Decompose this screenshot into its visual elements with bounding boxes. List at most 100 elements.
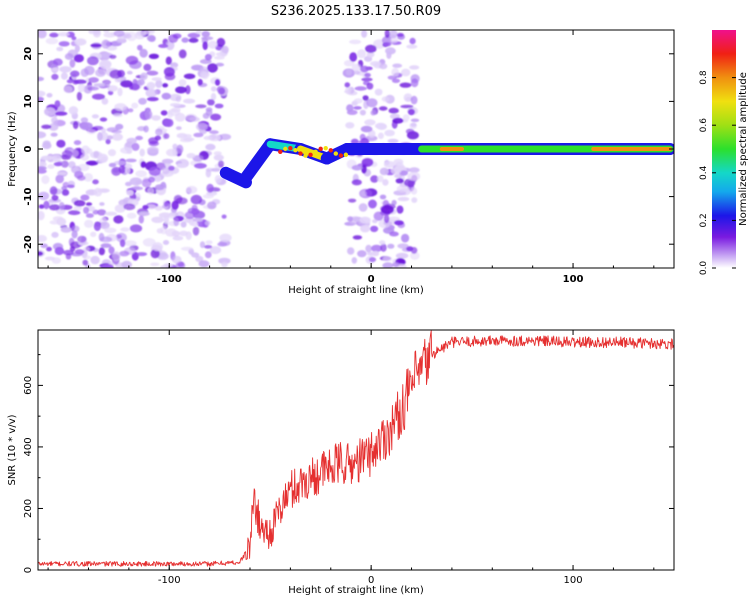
noise-blob — [125, 141, 134, 148]
noise-blob — [210, 93, 217, 101]
noise-blob — [165, 56, 172, 65]
noise-blob — [137, 79, 145, 86]
noise-blob — [92, 179, 99, 185]
noise-blob — [83, 206, 90, 214]
noise-blob — [139, 48, 148, 58]
noise-blob — [53, 162, 63, 167]
noise-blob — [74, 38, 87, 46]
noise-blob — [40, 155, 53, 161]
noise-blob — [344, 82, 351, 88]
noise-blob — [109, 69, 122, 79]
noise-blob — [396, 185, 410, 193]
noise-blob — [383, 214, 390, 224]
noise-blob — [345, 68, 352, 76]
noise-blob — [169, 93, 182, 102]
noise-blob — [126, 70, 133, 75]
ridge-peak — [323, 145, 328, 151]
noise-blob — [113, 113, 123, 118]
noise-blob — [126, 212, 137, 219]
noise-blob — [213, 151, 222, 156]
noise-blob — [138, 97, 147, 105]
noise-blob — [129, 177, 143, 186]
noise-blob — [395, 178, 404, 184]
noise-blob — [140, 161, 147, 168]
noise-blob — [371, 244, 383, 253]
ridge-peak — [283, 146, 288, 152]
noise-blob — [388, 107, 399, 114]
noise-blob — [343, 60, 355, 67]
noise-blob — [403, 93, 413, 102]
noise-blob — [218, 257, 231, 265]
noise-blob — [351, 179, 362, 186]
noise-blob — [180, 221, 187, 228]
noise-blob — [113, 160, 127, 166]
noise-blob — [209, 130, 219, 135]
noise-blob — [116, 38, 127, 44]
noise-blob — [66, 184, 75, 189]
noise-blob — [221, 214, 227, 219]
noise-blob — [73, 54, 84, 63]
noise-blob — [123, 33, 132, 39]
noise-blob — [140, 72, 148, 81]
noise-blob — [123, 240, 137, 247]
noise-blob — [175, 197, 188, 205]
noise-blob — [379, 167, 389, 176]
noise-blob — [189, 116, 200, 122]
noise-blob — [115, 234, 122, 239]
noise-blob — [56, 171, 68, 176]
noise-blob — [61, 189, 70, 196]
noise-blob — [164, 118, 174, 128]
noise-blob — [52, 58, 63, 66]
noise-blob — [38, 210, 45, 221]
noise-blob — [66, 79, 74, 84]
noise-blob — [192, 218, 203, 222]
noise-blob — [360, 225, 371, 233]
noise-blob — [400, 104, 414, 109]
noise-blob — [184, 211, 196, 220]
noise-blob — [405, 128, 415, 135]
ridge-peak — [328, 148, 333, 153]
noise-blob — [372, 219, 378, 224]
noise-blob — [218, 87, 226, 95]
noise-blob — [142, 205, 149, 210]
noise-blob — [370, 110, 376, 116]
noise-blob — [366, 98, 378, 108]
noise-blob — [100, 243, 112, 248]
noise-blob — [91, 114, 99, 119]
noise-blob — [364, 72, 371, 78]
noise-blob — [214, 175, 222, 184]
noise-blob — [190, 194, 203, 205]
noise-blob — [92, 93, 105, 100]
noise-blob — [148, 137, 159, 145]
noise-blob — [181, 37, 189, 43]
x-tick-label: 100 — [563, 274, 584, 285]
y-tick-label: 20 — [23, 47, 34, 61]
noise-blob — [216, 37, 226, 47]
noise-blob — [366, 51, 375, 58]
y-tick-label: 400 — [23, 437, 34, 456]
noise-blob — [401, 68, 411, 77]
noise-blob — [215, 62, 225, 67]
noise-blob — [80, 194, 90, 201]
noise-blob — [47, 164, 55, 169]
noise-blob — [80, 68, 89, 77]
noise-blob — [120, 80, 133, 88]
noise-blob — [162, 167, 170, 175]
noise-blob — [402, 114, 410, 122]
noise-blob — [54, 246, 65, 256]
noise-blob — [399, 82, 412, 88]
noise-blob — [207, 63, 218, 73]
noise-blob — [188, 37, 199, 43]
colorbar-gradient — [712, 30, 736, 268]
ridge-peak — [338, 153, 344, 158]
noise-blob — [161, 92, 171, 100]
noise-blob — [409, 251, 420, 260]
noise-blob — [64, 53, 74, 60]
noise-blob — [100, 263, 114, 268]
noise-blob — [176, 144, 184, 154]
noise-blob — [410, 95, 418, 105]
noise-blob — [38, 235, 47, 243]
y-tick-label: -20 — [23, 235, 34, 253]
noise-blob — [214, 103, 224, 109]
noise-blob — [125, 55, 139, 65]
